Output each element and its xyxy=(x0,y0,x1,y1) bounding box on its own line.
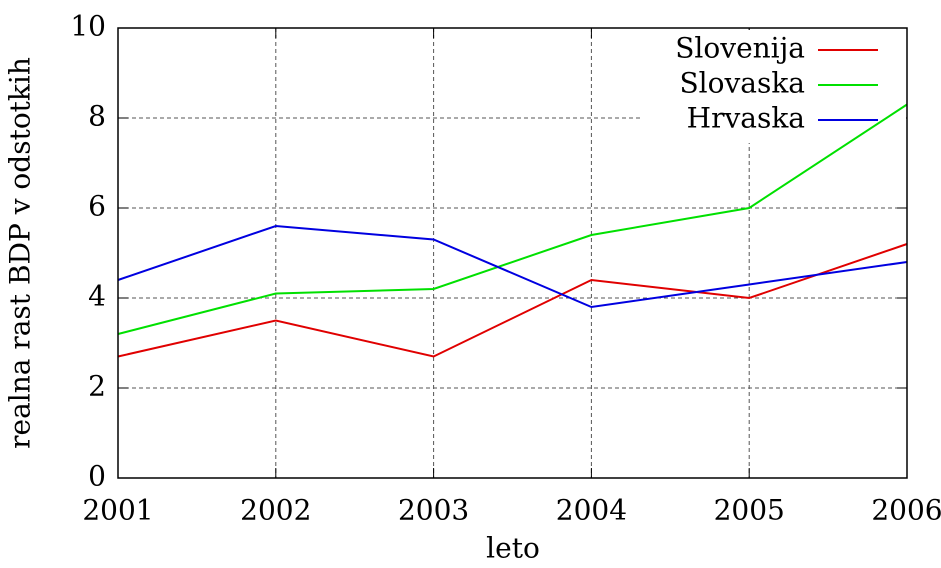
y-tick-label: 10 xyxy=(70,10,106,43)
y-tick-label: 6 xyxy=(88,190,106,223)
x-tick-label: 2001 xyxy=(82,494,153,527)
series-line xyxy=(117,243,908,358)
y-tick-label: 2 xyxy=(88,370,106,403)
legend-label: Slovaska xyxy=(679,67,805,100)
y-tick-label: 0 xyxy=(88,460,106,493)
x-tick-label: 2002 xyxy=(240,494,311,527)
x-tick-label: 2003 xyxy=(398,494,469,527)
x-axis-label: leto xyxy=(486,532,540,565)
series-line xyxy=(117,224,908,309)
legend-label: Hrvaska xyxy=(687,102,805,135)
x-tick-label: 2005 xyxy=(714,494,785,527)
x-tick-label: 2006 xyxy=(871,494,941,527)
plot-frame xyxy=(117,27,908,479)
x-tick-label: 2004 xyxy=(556,494,627,527)
y-axis-label: realna rast BDP v odstotkih xyxy=(4,57,37,449)
legend-label: Slovenija xyxy=(675,32,805,65)
legend-background xyxy=(640,30,906,143)
y-tick-label: 8 xyxy=(88,100,106,133)
series-line xyxy=(117,103,908,335)
y-tick-label: 4 xyxy=(88,280,106,313)
